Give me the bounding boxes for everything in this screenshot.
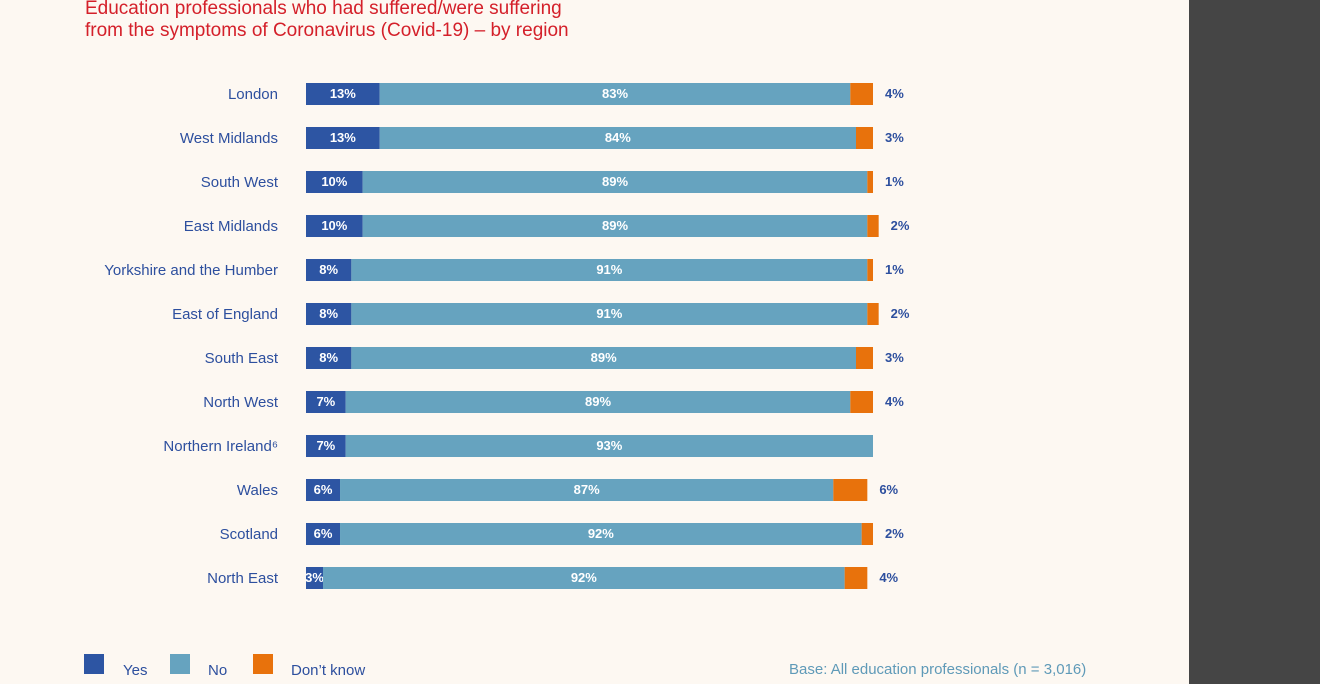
category-label: West Midlands — [180, 130, 278, 147]
data-label-yes: 8% — [319, 350, 338, 365]
category-label: London — [228, 86, 278, 103]
bar-segment-no — [351, 347, 856, 369]
category-label: Scotland — [220, 526, 278, 543]
category-label: Wales — [237, 482, 278, 499]
data-label-dont-know: 3% — [885, 350, 904, 365]
bar-segment-dont-know — [833, 479, 868, 501]
data-label-yes: 8% — [319, 262, 338, 277]
data-label-yes: 13% — [330, 130, 356, 145]
data-label-no: 89% — [591, 350, 617, 365]
bar-segment-no — [379, 127, 856, 149]
category-label: Yorkshire and the Humber — [104, 262, 278, 279]
category-label: Northern Ireland⁶ — [163, 438, 278, 455]
bar-segment-dont-know — [867, 303, 879, 325]
category-label: South West — [201, 174, 279, 191]
data-label-dont-know: 1% — [885, 174, 904, 189]
legend-label-no: No — [208, 662, 228, 679]
bar-segment-no — [340, 523, 862, 545]
bar-segment-yes — [306, 435, 346, 457]
data-label-dont-know: 6% — [879, 482, 898, 497]
data-label-no: 91% — [596, 306, 622, 321]
bar-segment-dont-know — [850, 391, 873, 413]
bar-segment-yes — [306, 303, 352, 325]
data-label-no: 92% — [588, 526, 614, 541]
bar-segment-dont-know — [867, 259, 873, 281]
category-label: East Midlands — [184, 218, 278, 235]
bar-segment-no — [362, 215, 868, 237]
bar-segment-yes — [306, 479, 341, 501]
bar-segment-no — [340, 479, 834, 501]
bar-segment-yes — [306, 567, 324, 589]
data-label-yes: 6% — [314, 526, 333, 541]
chart-title-line-1: Education professionals who had suffered… — [85, 0, 562, 19]
bar-segment-dont-know — [855, 347, 873, 369]
data-label-dont-know: 4% — [879, 570, 898, 585]
chart-title: Education professionals who had suffered… — [85, 0, 569, 42]
data-label-yes: 7% — [316, 394, 335, 409]
bar-segment-no — [345, 435, 873, 457]
bar-segment-no — [379, 83, 851, 105]
bar-segment-dont-know — [844, 567, 868, 589]
data-label-yes: 13% — [330, 86, 356, 101]
data-label-yes: 3% — [305, 570, 324, 585]
data-label-yes: 10% — [321, 174, 347, 189]
bar-segment-yes — [306, 347, 352, 369]
data-label-no: 92% — [571, 570, 597, 585]
bar-segment-yes — [306, 215, 363, 237]
bar-segment-yes — [306, 391, 346, 413]
data-label-no: 87% — [574, 482, 600, 497]
bar-segment-yes — [306, 127, 380, 149]
category-label: East of England — [172, 306, 278, 323]
data-label-dont-know: 1% — [885, 262, 904, 277]
data-label-no: 89% — [602, 174, 628, 189]
bar-segment-dont-know — [861, 523, 873, 545]
data-label-yes: 8% — [319, 306, 338, 321]
bar-segment-yes — [306, 259, 352, 281]
bar-segment-yes — [306, 83, 380, 105]
bar-segment-no — [345, 391, 851, 413]
bar-segment-dont-know — [867, 171, 873, 193]
data-label-no: 89% — [602, 218, 628, 233]
data-label-dont-know: 3% — [885, 130, 904, 145]
stacked-bar-chart: London 13% 83% 4% West Midlands 13% 84% 3% South… — [104, 83, 910, 589]
data-label-no: 84% — [605, 130, 631, 145]
data-label-yes: 10% — [321, 218, 347, 233]
legend-swatch-dont-know — [253, 654, 273, 674]
data-label-no: 91% — [596, 262, 622, 277]
bar-segment-no — [351, 259, 868, 281]
bar-segment-dont-know — [855, 127, 873, 149]
bar-segment-dont-know — [867, 215, 879, 237]
data-label-dont-know: 2% — [891, 306, 910, 321]
data-label-dont-know: 4% — [885, 86, 904, 101]
bar-segment-no — [351, 303, 868, 325]
category-label: North East — [207, 570, 279, 587]
data-label-yes: 7% — [316, 438, 335, 453]
category-label: South East — [205, 350, 279, 367]
bar-segment-no — [323, 567, 845, 589]
data-label-no: 83% — [602, 86, 628, 101]
category-label: North West — [203, 394, 279, 411]
data-label-dont-know: 2% — [891, 218, 910, 233]
legend-label-dont-know: Don’t know — [291, 662, 366, 679]
data-label-yes: 6% — [314, 482, 333, 497]
legend-label-yes: Yes — [123, 662, 148, 679]
legend-swatch-yes — [84, 654, 104, 674]
bar-segment-dont-know — [850, 83, 873, 105]
bar-segment-yes — [306, 171, 363, 193]
data-label-dont-know: 2% — [885, 526, 904, 541]
bar-segment-no — [362, 171, 868, 193]
base-note: Base: All education professionals (n = 3… — [789, 661, 1087, 678]
chart-title-line-2: from the symptoms of Coronavirus (Covid-… — [85, 20, 569, 41]
right-side-panel — [1189, 0, 1320, 684]
data-label-dont-know: 4% — [885, 394, 904, 409]
bar-segment-yes — [306, 523, 341, 545]
data-label-no: 89% — [585, 394, 611, 409]
legend-swatch-no — [170, 654, 190, 674]
data-label-no: 93% — [596, 438, 622, 453]
